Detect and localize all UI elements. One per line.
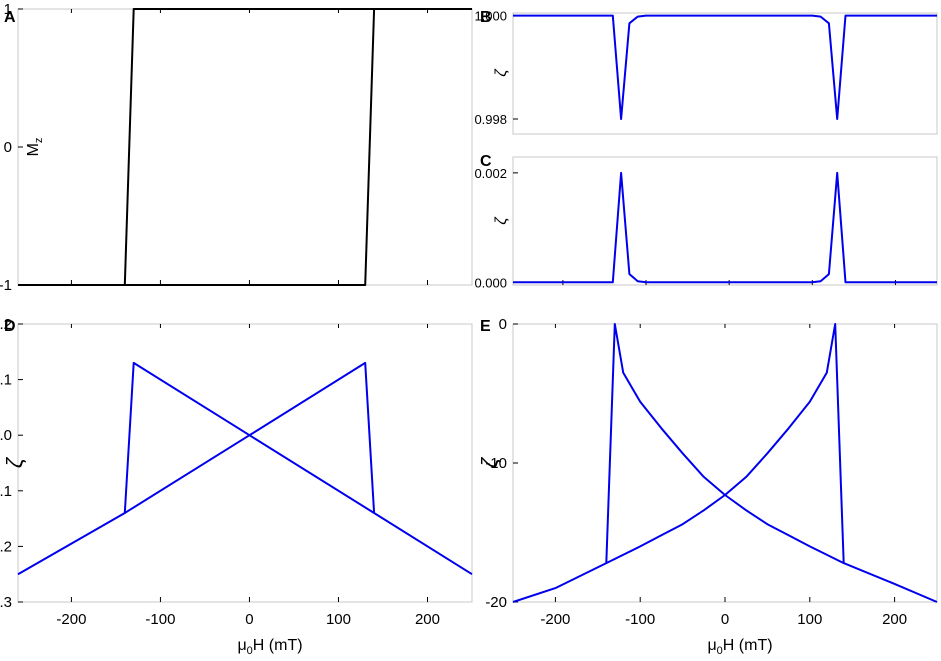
panel-d-series-1-line — [17, 361, 473, 576]
panel-d-xtick-label: 200 — [415, 611, 440, 628]
panel-c-ylabel: ζ — [493, 216, 510, 225]
panel-c-ytick-label: 0.002 — [474, 166, 507, 181]
panel-d-xtick-label: 0 — [245, 611, 253, 628]
panel-e-xlabel: μ0H (mT) — [707, 637, 772, 657]
panel-d-ytick-label: -0.2 — [0, 538, 12, 555]
panel-e-xtick-label: -200 — [540, 611, 570, 628]
panel-b-ytick-label: 0.998 — [474, 112, 507, 127]
panel-c-frame — [512, 156, 938, 286]
panel-e-xtick-label: -100 — [625, 611, 655, 628]
panel-e-xtick-label: 200 — [882, 611, 907, 628]
panel-b-letter: B — [480, 9, 492, 26]
panel-a-ytick-label: 0 — [4, 139, 12, 156]
panel-d-xtick-label: -200 — [56, 611, 86, 628]
panel-d-ytick-label: 0.1 — [0, 372, 12, 389]
plot-layer: -1010.9981.0000.0000.002-0.3-0.2-0.10.00… — [0, 1, 938, 628]
panel-d-frame — [17, 323, 473, 603]
panel-a-ytick-label: -1 — [0, 277, 12, 294]
panel-d-xtick-label: 100 — [326, 611, 351, 628]
panel-a-ytick-label: 1 — [4, 1, 12, 18]
panel-d-series-2-line — [124, 361, 376, 514]
panel-e-series-1-line — [512, 323, 938, 603]
panel-d-ytick-label: -0.3 — [0, 594, 12, 611]
panel-b-ytick-label: 1.000 — [474, 9, 507, 24]
panel-b-ylabel: ζ — [493, 68, 510, 77]
panel-b-frame — [512, 12, 938, 135]
panel-b-series-1-line — [513, 14, 937, 120]
panel-a-letter: A — [4, 9, 16, 26]
panel-d-ytick-label: 0.2 — [0, 316, 12, 333]
panel-d-ytick-label: 0.0 — [0, 427, 12, 444]
panel-e-ytick-label: 0 — [499, 316, 507, 333]
panel-d-ytick-label: -0.1 — [0, 483, 12, 500]
panel-d-xtick-label: -100 — [145, 611, 175, 628]
panel-e-frame — [512, 323, 938, 603]
panel-a-ylabel: Mz — [25, 138, 45, 157]
panel-a-series-1-line — [18, 8, 472, 286]
panel-d-ylabel: ζ — [2, 456, 27, 468]
panel-e-ytick-label: -20 — [485, 594, 507, 611]
panel-e-series-2-line — [605, 323, 845, 564]
panel-e-xtick-label: 100 — [797, 611, 822, 628]
panel-c-ytick-label: 0.000 — [474, 275, 507, 290]
panel-e-letter: E — [480, 318, 491, 335]
panel-a-frame — [17, 8, 473, 286]
panel-d-letter: D — [4, 318, 16, 335]
panel-e-ylabel: ζ — [477, 456, 502, 468]
panel-e-ytick-label: -10 — [485, 455, 507, 472]
panel-a-series-2-line — [18, 8, 472, 286]
panel-e-xtick-label: 0 — [721, 611, 729, 628]
panel-c-letter: C — [480, 153, 492, 170]
panel-c-series-1-line — [513, 171, 937, 284]
panel-d-xlabel: μ0H (mT) — [237, 637, 302, 657]
